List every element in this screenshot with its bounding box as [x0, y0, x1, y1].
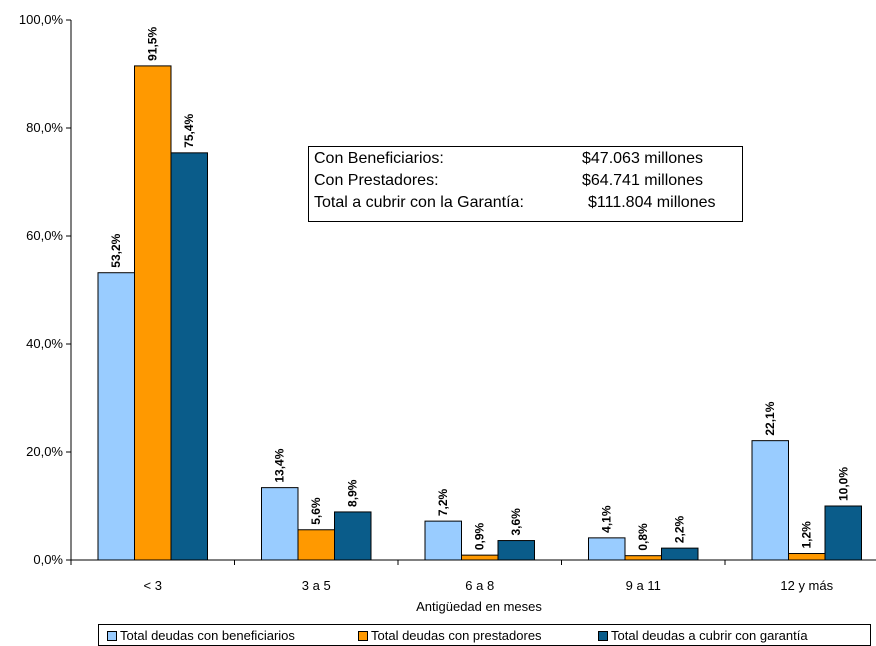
bar — [261, 487, 299, 561]
bar — [624, 555, 662, 561]
y-tick-label: 60,0% — [26, 228, 63, 243]
y-tick-label: 40,0% — [26, 336, 63, 351]
legend-label: Total deudas con prestadores — [371, 628, 542, 643]
x-tick-label: 6 a 8 — [465, 578, 494, 593]
annotation-row-beneficiarios: Con Beneficiarios: $47.063 millones — [314, 148, 742, 170]
data-label: 0,8% — [636, 523, 650, 551]
annotation-label: Con Beneficiarios: — [314, 150, 444, 167]
data-label: 75,4% — [182, 113, 196, 147]
x-tick-label: < 3 — [144, 578, 162, 593]
data-label: 53,2% — [109, 233, 123, 267]
data-label: 2,2% — [673, 515, 687, 543]
bar — [424, 520, 462, 561]
y-tick-label: 0,0% — [33, 552, 63, 567]
annotation-value: $111.804 millones — [588, 194, 716, 211]
x-axis-title: Antigüedad en meses — [416, 599, 542, 614]
data-label: 4,1% — [600, 505, 614, 533]
data-label: 22,1% — [763, 401, 777, 435]
chart-legend: Total deudas con beneficiarios Total deu… — [98, 624, 871, 646]
y-tick-label: 80,0% — [26, 120, 63, 135]
y-tick-label: 20,0% — [26, 444, 63, 459]
bar — [788, 553, 826, 561]
bar — [661, 547, 699, 561]
data-label: 91,5% — [146, 27, 160, 61]
data-label: 3,6% — [509, 508, 523, 536]
legend-swatch — [358, 631, 368, 641]
data-label: 5,6% — [309, 497, 323, 525]
bar — [497, 540, 535, 561]
legend-item-prestadores: Total deudas con prestadores — [358, 628, 542, 643]
data-label: 1,2% — [800, 521, 814, 549]
bar — [297, 529, 335, 561]
data-label: 8,9% — [346, 479, 360, 507]
totals-annotation-box: Con Beneficiarios: $47.063 millones Con … — [308, 146, 743, 222]
annotation-value: $64.741 millones — [582, 172, 703, 189]
legend-swatch — [107, 631, 117, 641]
annotation-label: Total a cubrir con la Garantía: — [314, 194, 524, 211]
data-label: 10,0% — [836, 467, 850, 501]
bar — [334, 511, 372, 561]
annotation-label: Con Prestadores: — [314, 172, 439, 189]
x-tick-label: 9 a 11 — [626, 578, 661, 593]
data-label: 0,9% — [473, 522, 487, 550]
legend-label: Total deudas con beneficiarios — [120, 628, 295, 643]
annotation-row-prestadores: Con Prestadores: $64.741 millones — [314, 170, 742, 192]
bar — [461, 554, 499, 561]
legend-label: Total deudas a cubrir con garantía — [611, 628, 808, 643]
bar — [588, 537, 626, 561]
legend-swatch — [598, 631, 608, 641]
x-tick-label: 12 y más — [780, 578, 833, 593]
bar — [97, 272, 135, 561]
legend-item-garantia: Total deudas a cubrir con garantía — [598, 628, 808, 643]
bar — [751, 440, 789, 561]
y-axis: 0,0% 20,0% 40,0% 60,0% 80,0% 100,0% — [19, 12, 72, 567]
annotation-row-total: Total a cubrir con la Garantía: $111.804… — [314, 192, 742, 214]
annotation-value: $47.063 millones — [582, 150, 703, 167]
data-labels: 53,2% 91,5% 75,4% 13,4% 5,6% 8,9% 7,2% 0,9% 3,6%… — [109, 27, 850, 551]
x-tick-label: 3 a 5 — [302, 578, 331, 593]
data-label: 7,2% — [436, 488, 450, 516]
bar — [824, 505, 862, 561]
bar — [134, 65, 172, 561]
legend-item-beneficiarios: Total deudas con beneficiarios — [107, 628, 295, 643]
data-label: 13,4% — [273, 448, 287, 482]
bars — [97, 65, 862, 561]
x-axis: < 3 3 a 5 6 a 8 9 a 11 12 y más — [70, 559, 876, 593]
y-tick-label: 100,0% — [19, 12, 64, 27]
bar — [170, 152, 208, 561]
